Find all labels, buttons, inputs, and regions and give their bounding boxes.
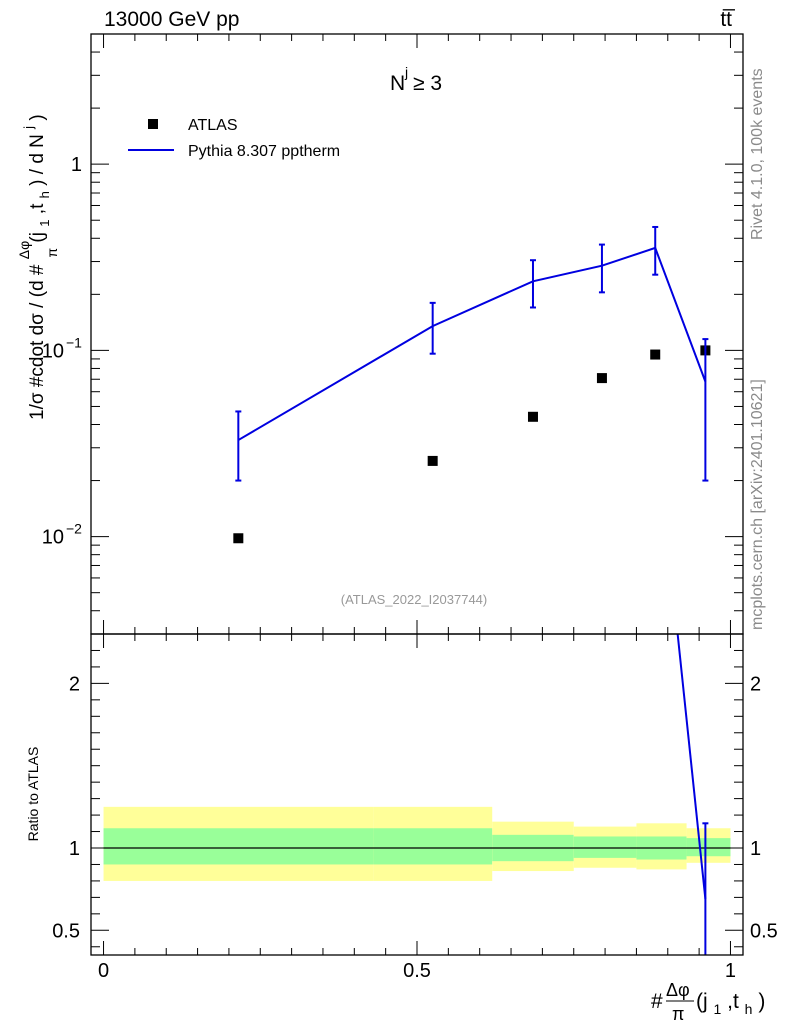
pythia-line (237, 246, 707, 441)
x-tick-label-1: 0.5 (403, 960, 431, 982)
y-tick-label-1: 10 (42, 340, 64, 362)
y-tick-label-exp-1: −1 (66, 334, 82, 350)
analysis-label: (ATLAS_2022_I2037744) (341, 592, 487, 607)
main-plot (233, 225, 711, 544)
legend-marker-atlas (148, 119, 158, 129)
y-tick-label-2: 10 (42, 527, 64, 549)
title-annotation: N j ≥ 3 (390, 64, 442, 95)
ratio-y-tick-label-right-0: 0.5 (750, 920, 778, 942)
y-tick-label-exp-2: −2 (66, 521, 82, 537)
svg-text:#: # (651, 990, 663, 1013)
y-tick-label-0: 1 (71, 154, 82, 176)
svg-text:Δφ: Δφ (666, 980, 690, 1000)
atlas-point-0 (233, 533, 244, 544)
ratio-y-tick-label-right-1: 1 (750, 838, 761, 860)
atlas-point-4 (650, 349, 661, 360)
ratio-bands (103, 806, 731, 881)
legend-label-pythia: Pythia 8.307 pptherm (188, 143, 340, 160)
atlas-point-1 (427, 455, 438, 466)
axis-ticks (91, 33, 743, 955)
x-tick-label-2: 1 (725, 960, 736, 982)
ratio-y-tick-label-left-1: 1 (69, 838, 80, 860)
ratio-band-inner-3 (573, 836, 637, 858)
svg-text:1/σ #cdot dσ / (d # Δφ: 1/σ #cdot dσ / (d # Δφ π (j 1 ,t h ) / d… (13, 114, 62, 420)
ratio-y-tick-label-left-0: 0.5 (52, 920, 80, 942)
ratio-y-tick-label-right-2: 2 (750, 673, 761, 695)
atlas-point-2 (527, 411, 538, 422)
side-label-mcplots: mcplots.cern.ch [arXiv:2401.10621] (749, 379, 766, 630)
x-axis-label: # Δφ π (j 1 ,t h ) (651, 980, 765, 1024)
svg-text:(j 1 ,t h: (j 1 ,t h ) (696, 990, 765, 1019)
svg-text:N: N (390, 72, 405, 95)
svg-text:π: π (672, 1004, 684, 1024)
ratio-plot (676, 634, 709, 955)
ratio-band-inner-1 (373, 828, 493, 865)
y-axis-label: 1/σ #cdot dσ / (d # Δφ π (j 1 ,t h ) / d… (13, 114, 62, 420)
side-label-rivet: Rivet 4.1.0, 100k events (749, 68, 766, 240)
header-right: tt̅ (720, 8, 736, 31)
svg-text:≥ 3: ≥ 3 (413, 72, 442, 95)
ratio-band-inner-5 (686, 838, 731, 857)
ratio-y-tick-label-left-2: 2 (69, 673, 80, 695)
ratio-y-axis-label: Ratio to ATLAS (25, 747, 41, 842)
ratio-band-inner-0 (103, 828, 374, 865)
svg-text:j: j (404, 64, 408, 80)
atlas-point-3 (596, 373, 607, 384)
legend: ATLAS Pythia 8.307 pptherm (128, 117, 340, 160)
x-tick-label-0: 0 (98, 960, 109, 982)
ratio-frame (90, 633, 744, 956)
legend-label-atlas: ATLAS (188, 117, 238, 134)
header-left: 13000 GeV pp (104, 8, 239, 31)
ratio-pythia-line (676, 634, 707, 900)
